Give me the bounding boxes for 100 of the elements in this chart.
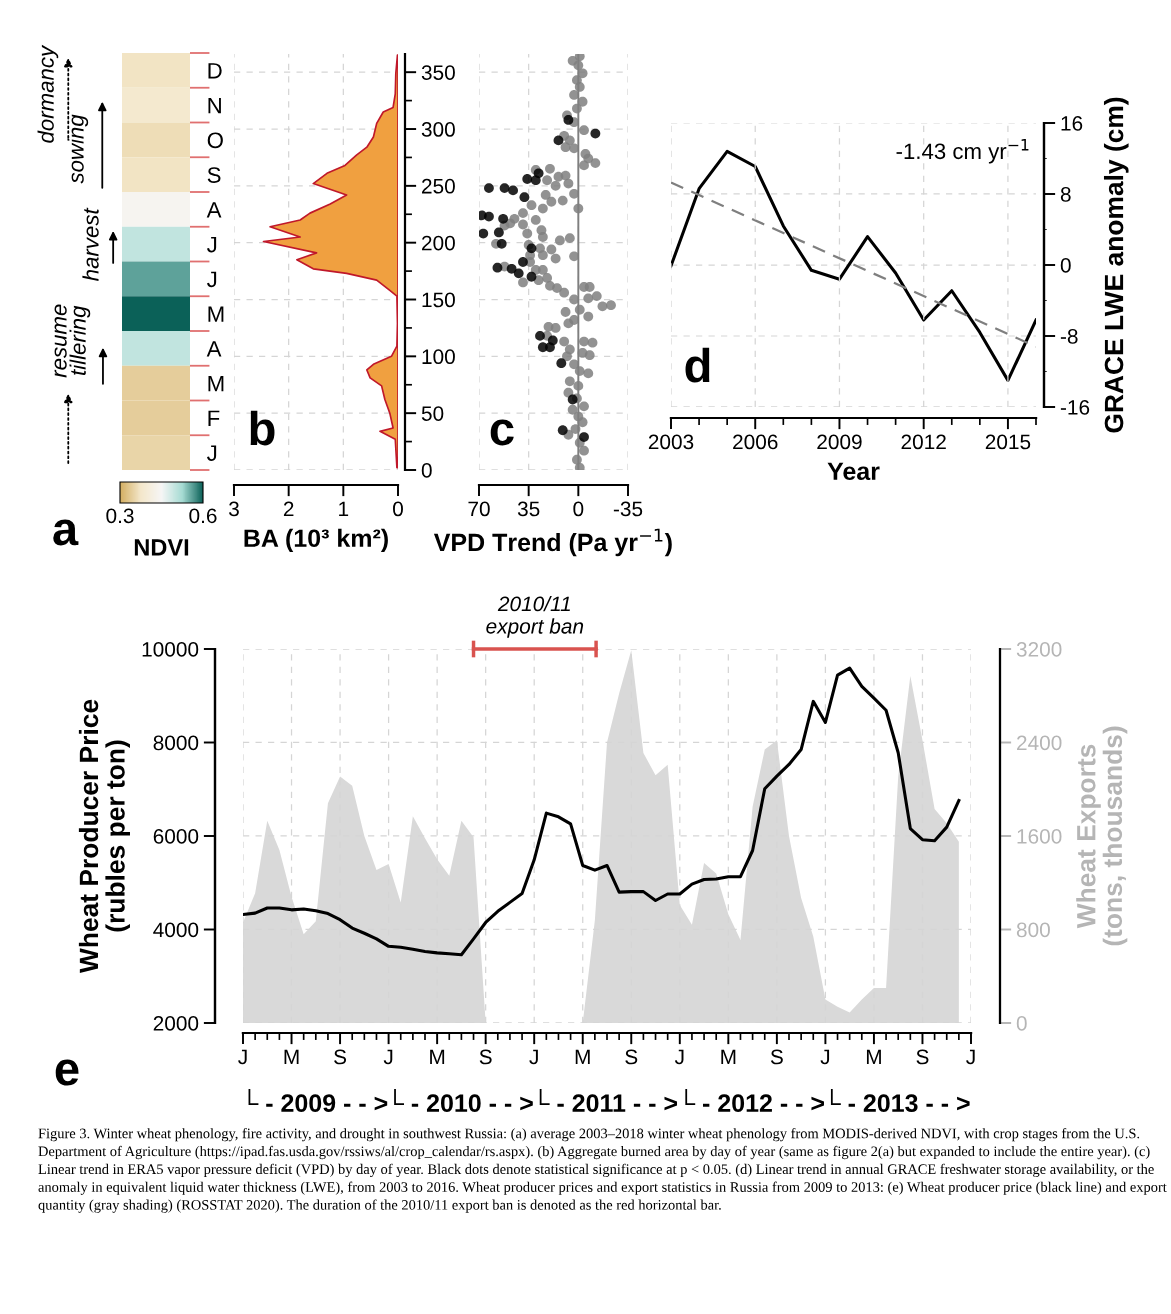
point [590,128,601,139]
point [484,211,494,222]
y2-axis-title: GRACE LWE anomaly (cm) [1103,97,1129,433]
point [557,425,568,436]
x-tick-label: 1 [339,501,349,517]
color-bar-title: NDVI [134,539,189,556]
x-axis-title: VPD Trend (Pa yr$^{−1}$) [433,528,672,557]
y-tick-label: O [207,132,223,149]
point [553,135,564,146]
text: e [55,1059,79,1086]
y-tick-label: 250 [422,178,455,194]
x-tick-label: -35 [613,501,643,517]
text: └ - 2011 - - > [539,1088,678,1112]
y-tick-label: M [208,375,224,392]
y2-tick-label: 0 [1016,1016,1027,1031]
text: dormancy [37,44,59,143]
color-bar-label: 0.6 [189,508,217,524]
x-tick-label: 2015 [985,434,1031,450]
y-tick-label: 300 [421,122,455,137]
y-tick-label: 150 [422,292,455,308]
x-tick-label: M [575,1049,590,1065]
text: └ - 2010 - - > [394,1088,533,1112]
x-tick-label: S [479,1049,492,1065]
x-tick-label: M [866,1049,881,1065]
text: resume tillering [54,304,91,378]
y-tick-label: D [208,63,222,79]
x-tick-label: J [529,1049,538,1065]
x-tick-label: 2012 [901,434,946,450]
point [479,228,489,239]
point [567,394,578,405]
point [530,175,541,186]
text: └ - 2012 - - > [685,1088,824,1112]
y-tick-label: 100 [422,349,455,365]
y-tick-label: 350 [421,65,455,80]
x-tick-label: 2006 [733,434,778,450]
y2-tick-label: 1600 [1017,829,1062,844]
text: 2010/11 export ban [486,595,584,638]
text: └ - 2013 - - > [830,1088,970,1113]
y-tick-label: J [207,445,217,461]
y-tick-label: 8000 [153,735,199,751]
y2-tick-label: -8 [1060,329,1078,344]
point [498,213,509,224]
point [526,271,537,282]
text: sowing [67,114,89,184]
point [513,268,524,279]
x-tick-label: S [625,1049,638,1065]
x-tick-label: 0 [573,501,584,517]
y-tick-label: J [207,271,217,288]
point [508,185,518,196]
y2-tick-label: 800 [1016,922,1050,938]
y2-axis-title: Wheat Exports (tons, thousands) [1076,726,1128,946]
point [518,257,528,267]
text: └ - 2009 - - > [248,1088,388,1112]
x-tick-label: 3 [229,501,239,517]
x-tick-label: J [820,1049,830,1065]
color-bar-label: 0.3 [106,508,134,524]
y-tick-label: S [207,167,221,183]
text: c [490,419,514,446]
x-tick-label: M [284,1049,299,1065]
y-tick-label: J [207,236,217,253]
point [579,432,589,442]
y-tick-label: M [208,306,224,322]
x-tick-label: 2009 [817,434,862,450]
x-tick-label: J [674,1049,684,1065]
y-tick-label: 200 [422,235,455,251]
point [506,263,517,274]
y-tick-label: 2000 [153,1016,199,1031]
x-axis-title: BA (10³ km²) [244,528,388,553]
point [547,335,558,346]
point [493,227,504,238]
x-tick-label: 70 [468,501,490,517]
point [519,192,530,203]
point [526,243,537,254]
y2-tick-label: 3200 [1016,642,1062,657]
y2-tick-label: 16 [1061,116,1083,131]
text: d [685,347,710,383]
point [556,358,567,369]
caption: Figure 3. Winter wheat phenology, fire activity, and drought in southwest Russia: (a) average 2003–2018 winter wheat phenology from MODIS-derived NDVI, with crop stages from the U.S. Department of Agriculture (https://ipad.fas.usda.gov/rssiws/al/crop_calendar/rs.aspx). (b) Aggregate burned area by day of year (same as figure 2(a) but expanded to include the entire year). (c) Linear trend in ERA5 vapor pressure deficit (VPD) by day of year. Black dots denote statistical significance at p < 0.05. (d) Linear trend in annual GRACE freshwater storage availability, or the anomaly in equivalent liquid water thickness (LWE), from 2003 to 2016. Wheat producer prices and export statistics in Russia from 2009 to 2013: (e) Wheat producer price (black line) and export quantity (gray shading) (ROSSTAT 2020). The duration of the 2010/11 export ban is denoted as the red horizontal bar. [38,1128,1167,1213]
x-tick-label: 2 [283,501,294,517]
point [492,262,503,273]
y-tick-label: N [208,97,221,114]
x-tick-label: S [334,1049,347,1065]
x-tick-label: J [238,1049,247,1065]
x-tick-label: J [966,1049,975,1065]
point [496,238,507,249]
y-tick-label: 50 [421,406,444,421]
x-axis-title: Year [827,462,880,481]
point [522,174,533,184]
annotation: -1.43 cm yr$^{−1}$ [896,139,1029,164]
y-axis-title: Wheat Producer Price (rubles per ton) [78,699,130,974]
y-tick-label: A [206,202,222,218]
text: harvest [82,207,99,281]
y-tick-label: A [206,341,222,357]
x-tick-label: 35 [517,501,540,517]
x-tick-label: 2003 [648,434,694,450]
text: b [250,410,275,446]
x-tick-label: M [721,1049,736,1065]
point [484,183,494,194]
x-tick-label: J [383,1049,393,1065]
y2-tick-label: -16 [1060,400,1090,415]
